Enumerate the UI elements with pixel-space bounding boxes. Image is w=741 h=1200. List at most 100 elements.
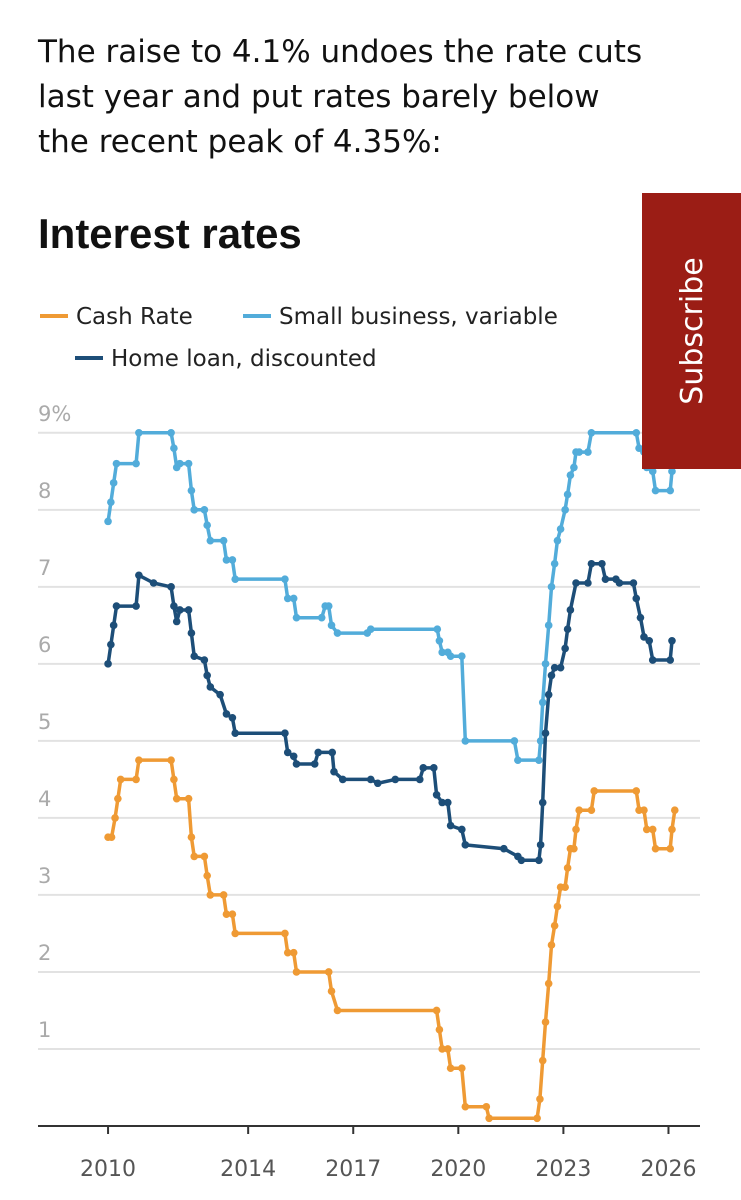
data-point (570, 844, 578, 853)
data-point (444, 798, 452, 807)
data-point (333, 1006, 342, 1015)
data-point (200, 656, 209, 664)
data-point (222, 910, 231, 918)
data-point (566, 471, 575, 479)
data-point (206, 536, 215, 545)
data-point (172, 617, 181, 626)
data-point (517, 856, 526, 865)
data-point (104, 517, 112, 526)
data-point (570, 463, 578, 472)
intro-line: last year and put rates barely below (38, 79, 600, 115)
data-point (292, 760, 301, 768)
y-tick-label: 2 (38, 941, 51, 965)
data-point (538, 798, 547, 807)
legend-label: Small business, variable (279, 304, 558, 330)
data-point (556, 663, 565, 672)
subscribe-button[interactable]: Subscribe (642, 193, 741, 469)
data-point (458, 825, 466, 834)
data-point (289, 594, 298, 603)
data-point (187, 629, 196, 637)
data-point (317, 613, 326, 622)
data-point (670, 806, 679, 815)
data-point (514, 756, 522, 764)
data-point (535, 756, 543, 764)
data-point (228, 713, 237, 722)
data-point (461, 841, 470, 849)
data-point (547, 671, 556, 680)
data-point (446, 821, 455, 830)
data-point (550, 559, 559, 568)
data-point (184, 606, 193, 614)
data-point (187, 833, 196, 841)
data-point (535, 856, 543, 865)
data-point (206, 683, 215, 691)
data-point (563, 864, 572, 872)
data-point (432, 791, 441, 799)
data-point (544, 621, 553, 630)
data-point (324, 602, 333, 610)
data-point (170, 444, 178, 453)
x-tick-label: 2010 (80, 1157, 136, 1182)
data-point (587, 559, 596, 568)
data-point (327, 621, 336, 630)
y-tick-label: 8 (38, 479, 51, 503)
data-point (330, 767, 338, 776)
data-point (281, 729, 289, 737)
data-point (500, 844, 508, 853)
data-point (292, 968, 301, 976)
data-point (135, 756, 143, 764)
data-point (112, 459, 121, 468)
data-point (391, 775, 400, 784)
data-point (536, 737, 545, 745)
data-point (615, 579, 624, 587)
data-point (135, 571, 143, 580)
data-point (310, 760, 319, 768)
data-point (203, 671, 211, 680)
y-tick-label: 1 (38, 1018, 51, 1042)
intro-line: the recent peak of 4.35%: (38, 124, 442, 160)
data-point (438, 648, 447, 657)
data-point (289, 752, 298, 761)
data-point (228, 910, 237, 918)
data-point (438, 798, 447, 807)
data-point (547, 583, 556, 591)
data-point (200, 506, 209, 514)
subscribe-bg[interactable] (642, 193, 741, 469)
data-point (366, 775, 375, 784)
data-point (536, 841, 545, 849)
data-point (536, 1095, 544, 1103)
data-point (366, 625, 375, 634)
data-point (327, 987, 336, 996)
data-point (203, 871, 211, 880)
data-point (458, 1064, 466, 1073)
data-point (668, 636, 676, 645)
data-point (283, 748, 292, 757)
data-point (219, 891, 228, 899)
data-point (541, 660, 550, 668)
data-point (111, 814, 119, 822)
y-tick-label: 6 (38, 633, 51, 657)
data-point (640, 633, 648, 641)
subscribe-label[interactable]: Subscribe (675, 257, 710, 404)
data-point (541, 729, 550, 737)
y-tick-label: 3 (38, 864, 51, 888)
x-tick-label: 2026 (640, 1157, 696, 1182)
data-point (632, 594, 641, 603)
series-line (106, 431, 674, 762)
data-point (645, 636, 654, 645)
data-point (283, 594, 292, 603)
data-point (176, 606, 184, 614)
data-point (222, 556, 231, 564)
data-point (668, 467, 676, 476)
data-point (651, 486, 660, 495)
data-point (231, 729, 239, 737)
data-point (648, 825, 657, 834)
data-point (222, 710, 231, 718)
data-point (666, 486, 675, 495)
data-point (550, 663, 559, 672)
legend-label: Cash Rate (76, 304, 193, 330)
data-point (544, 690, 553, 699)
data-point (629, 579, 638, 587)
data-point (642, 825, 651, 834)
